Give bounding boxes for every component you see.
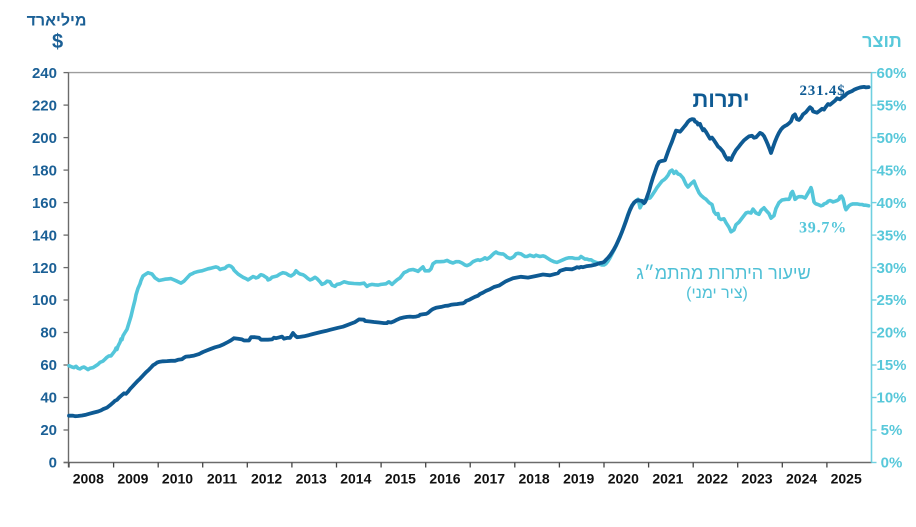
svg-text:2011: 2011 bbox=[207, 471, 238, 487]
svg-text:200: 200 bbox=[32, 130, 57, 147]
svg-text:2018: 2018 bbox=[519, 471, 550, 487]
svg-text:2022: 2022 bbox=[697, 471, 728, 487]
svg-text:2015: 2015 bbox=[385, 471, 416, 487]
svg-text:25%: 25% bbox=[876, 292, 906, 309]
svg-text:2016: 2016 bbox=[429, 471, 460, 487]
svg-text:2017: 2017 bbox=[474, 471, 505, 487]
svg-text:תוצר: תוצר bbox=[862, 31, 902, 51]
svg-text:2009: 2009 bbox=[117, 471, 148, 487]
svg-text:160: 160 bbox=[32, 195, 57, 212]
svg-text:60%: 60% bbox=[876, 65, 906, 82]
svg-text:2008: 2008 bbox=[73, 471, 104, 487]
svg-text:0: 0 bbox=[49, 455, 57, 472]
svg-text:$: $ bbox=[52, 31, 63, 53]
svg-text:2012: 2012 bbox=[251, 471, 282, 487]
svg-text:80: 80 bbox=[40, 325, 57, 342]
svg-text:55%: 55% bbox=[876, 97, 906, 114]
svg-text:2021: 2021 bbox=[652, 471, 683, 487]
svg-text:140: 140 bbox=[32, 227, 57, 244]
svg-text:40: 40 bbox=[40, 390, 57, 407]
svg-text:45%: 45% bbox=[876, 162, 906, 179]
svg-text:שיעור היתרות מהתמ״ג: שיעור היתרות מהתמ״ג bbox=[636, 263, 811, 283]
svg-text:2010: 2010 bbox=[162, 471, 193, 487]
svg-text:30%: 30% bbox=[876, 260, 906, 277]
svg-text:5%: 5% bbox=[881, 422, 903, 439]
svg-text:2019: 2019 bbox=[563, 471, 594, 487]
svg-text:231.4$: 231.4$ bbox=[799, 83, 845, 99]
svg-text:100: 100 bbox=[32, 292, 57, 309]
svg-text:15%: 15% bbox=[876, 357, 906, 374]
svg-text:2020: 2020 bbox=[608, 471, 639, 487]
svg-text:60: 60 bbox=[40, 357, 57, 374]
svg-text:120: 120 bbox=[32, 260, 57, 277]
svg-text:0%: 0% bbox=[881, 455, 903, 472]
svg-text:10%: 10% bbox=[876, 390, 906, 407]
svg-text:2013: 2013 bbox=[296, 471, 327, 487]
svg-text:2014: 2014 bbox=[340, 471, 371, 487]
svg-text:50%: 50% bbox=[876, 130, 906, 147]
svg-text:2024: 2024 bbox=[786, 471, 817, 487]
svg-text:(ציר ימני): (ציר ימני) bbox=[686, 285, 748, 302]
svg-text:35%: 35% bbox=[876, 227, 906, 244]
svg-text:220: 220 bbox=[32, 97, 57, 114]
svg-text:20: 20 bbox=[40, 422, 57, 439]
svg-text:2023: 2023 bbox=[741, 471, 772, 487]
svg-text:240: 240 bbox=[32, 65, 57, 82]
svg-text:מיליארד: מיליארד bbox=[27, 12, 87, 30]
svg-text:2025: 2025 bbox=[831, 471, 862, 487]
svg-text:40%: 40% bbox=[876, 195, 906, 212]
svg-text:יתרות: יתרות bbox=[692, 87, 749, 112]
svg-text:20%: 20% bbox=[876, 325, 906, 342]
svg-text:180: 180 bbox=[32, 162, 57, 179]
svg-text:39.7%: 39.7% bbox=[799, 220, 847, 237]
